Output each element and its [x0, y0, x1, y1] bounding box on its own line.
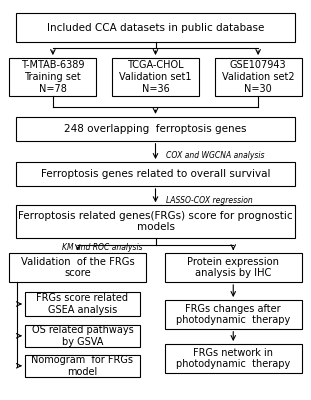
- FancyBboxPatch shape: [25, 325, 140, 347]
- Text: KM and ROC analysis: KM and ROC analysis: [62, 244, 143, 252]
- Text: T-MTAB-6389
Training set
N=78: T-MTAB-6389 Training set N=78: [21, 60, 85, 94]
- FancyBboxPatch shape: [165, 300, 302, 329]
- FancyBboxPatch shape: [165, 344, 302, 373]
- Text: FRGs changes after
photodynamic  therapy: FRGs changes after photodynamic therapy: [176, 304, 290, 325]
- Text: FRGs score related
GSEA analysis: FRGs score related GSEA analysis: [36, 293, 128, 315]
- Text: Validation  of the FRGs
score: Validation of the FRGs score: [21, 257, 135, 278]
- FancyBboxPatch shape: [112, 58, 199, 96]
- FancyBboxPatch shape: [215, 58, 302, 96]
- Text: Ferroptosis genes related to overall survival: Ferroptosis genes related to overall sur…: [41, 169, 270, 179]
- FancyBboxPatch shape: [165, 253, 302, 282]
- FancyBboxPatch shape: [16, 13, 295, 42]
- Text: 248 overlapping  ferroptosis genes: 248 overlapping ferroptosis genes: [64, 124, 247, 134]
- FancyBboxPatch shape: [16, 162, 295, 186]
- Text: Ferroptosis related genes(FRGs) score for prognostic
models: Ferroptosis related genes(FRGs) score fo…: [18, 211, 293, 232]
- Text: LASSO-COX regression: LASSO-COX regression: [166, 196, 253, 205]
- FancyBboxPatch shape: [16, 205, 295, 238]
- Text: GSE107943
Validation set2
N=30: GSE107943 Validation set2 N=30: [222, 60, 295, 94]
- Text: Nomogram  for FRGs
model: Nomogram for FRGs model: [31, 355, 133, 377]
- FancyBboxPatch shape: [25, 292, 140, 316]
- Text: OS related pathways
by GSVA: OS related pathways by GSVA: [31, 325, 133, 346]
- FancyBboxPatch shape: [25, 355, 140, 377]
- Text: COX and WGCNA analysis: COX and WGCNA analysis: [166, 151, 265, 160]
- Text: FRGs network in
photodynamic  therapy: FRGs network in photodynamic therapy: [176, 348, 290, 369]
- Text: Included CCA datasets in public database: Included CCA datasets in public database: [47, 22, 264, 32]
- FancyBboxPatch shape: [9, 253, 146, 282]
- Text: TCGA-CHOL
Validation set1
N=36: TCGA-CHOL Validation set1 N=36: [119, 60, 192, 94]
- FancyBboxPatch shape: [9, 58, 96, 96]
- FancyBboxPatch shape: [16, 117, 295, 141]
- Text: Protein expression
analysis by IHC: Protein expression analysis by IHC: [187, 257, 279, 278]
